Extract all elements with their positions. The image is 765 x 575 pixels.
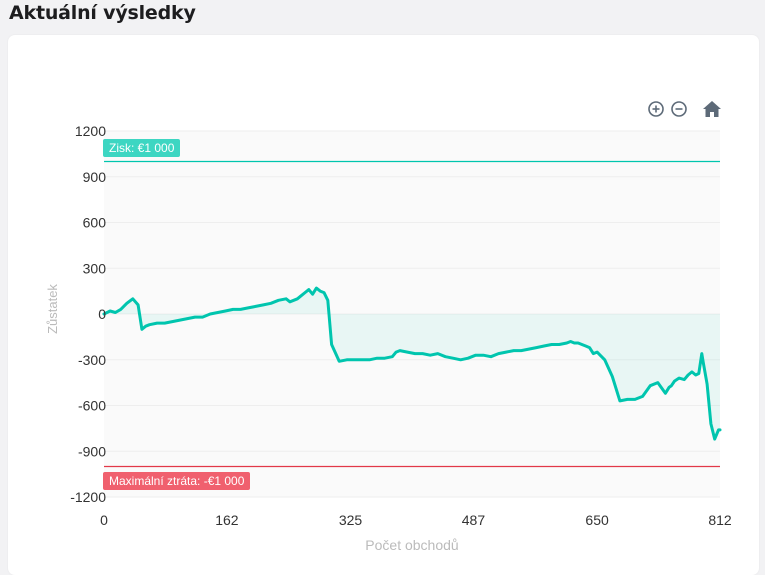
max-loss-text: Maximální ztráta: -€1 000	[109, 473, 245, 488]
y-tick-label: 0	[98, 306, 106, 322]
x-tick-label: 0	[100, 512, 108, 528]
max-loss-label: Maximální ztráta: -€1 000	[103, 471, 251, 490]
x-tick-label: 162	[215, 512, 239, 528]
zoom-in-button[interactable]	[647, 100, 665, 122]
y-tick-label: -900	[78, 443, 106, 459]
balance-area	[104, 288, 720, 440]
y-tick-label: 300	[83, 260, 107, 276]
profit-target-label: Zisk: €1 000	[103, 138, 181, 157]
reset-zoom-button[interactable]	[702, 100, 722, 122]
page-title: Aktuální výsledky	[9, 2, 196, 24]
zoom-in-icon	[648, 101, 664, 117]
x-tick-label: 325	[339, 512, 363, 528]
y-tick-label: -1200	[70, 489, 106, 505]
x-axis-title: Počet obchodů	[365, 537, 458, 553]
balance-line	[102, 286, 722, 441]
x-tick-label: 487	[462, 512, 486, 528]
zoom-out-icon	[671, 101, 687, 117]
y-tick-label: 900	[83, 169, 107, 185]
y-tick-label: 600	[83, 215, 107, 231]
y-axis-title: Zůstatek	[45, 284, 60, 334]
chart-toolbar	[647, 100, 722, 122]
y-tick-label: -300	[78, 352, 106, 368]
profit-target-text: Zisk: €1 000	[109, 140, 175, 155]
y-tick-label: -600	[78, 398, 106, 414]
home-icon	[703, 101, 721, 117]
zoom-out-button[interactable]	[670, 100, 688, 122]
x-tick-label: 812	[708, 512, 732, 528]
x-tick-label: 650	[585, 512, 609, 528]
y-tick-label: 1200	[75, 123, 106, 139]
